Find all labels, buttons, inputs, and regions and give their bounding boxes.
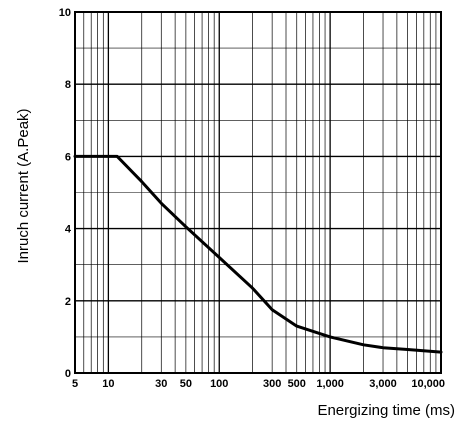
plot-frame xyxy=(74,11,442,374)
y-axis-title: Inruch current (A.Peak) xyxy=(15,108,32,263)
x-axis-title: Energizing time (ms) xyxy=(317,402,455,419)
x-tick-labels: 5 10 30 50 100 300 500 1,000 3,000 10,000 xyxy=(72,378,445,390)
x-tick-label: 50 xyxy=(180,378,192,390)
y-tick-label: 8 xyxy=(65,79,71,91)
x-tick-label: 300 xyxy=(263,378,281,390)
x-tick-label: 3,000 xyxy=(369,378,397,390)
x-tick-label: 10,000 xyxy=(411,378,445,390)
x-tick-label: 10 xyxy=(102,378,114,390)
y-tick-labels: 0 2 4 6 8 10 xyxy=(59,7,72,380)
y-tick-label: 2 xyxy=(65,296,71,308)
inrush-curve-line xyxy=(73,154,443,354)
x-tick-label: 500 xyxy=(288,378,306,390)
x-tick-label: 1,000 xyxy=(316,378,344,390)
y-tick-label: 4 xyxy=(65,224,72,236)
x-tick-label: 5 xyxy=(72,378,78,390)
y-tick-label: 6 xyxy=(65,151,71,163)
x-tick-label: 100 xyxy=(210,378,228,390)
y-tick-label: 0 xyxy=(65,368,71,380)
grid xyxy=(74,11,442,374)
x-tick-label: 30 xyxy=(155,378,167,390)
y-tick-label: 10 xyxy=(59,7,71,19)
